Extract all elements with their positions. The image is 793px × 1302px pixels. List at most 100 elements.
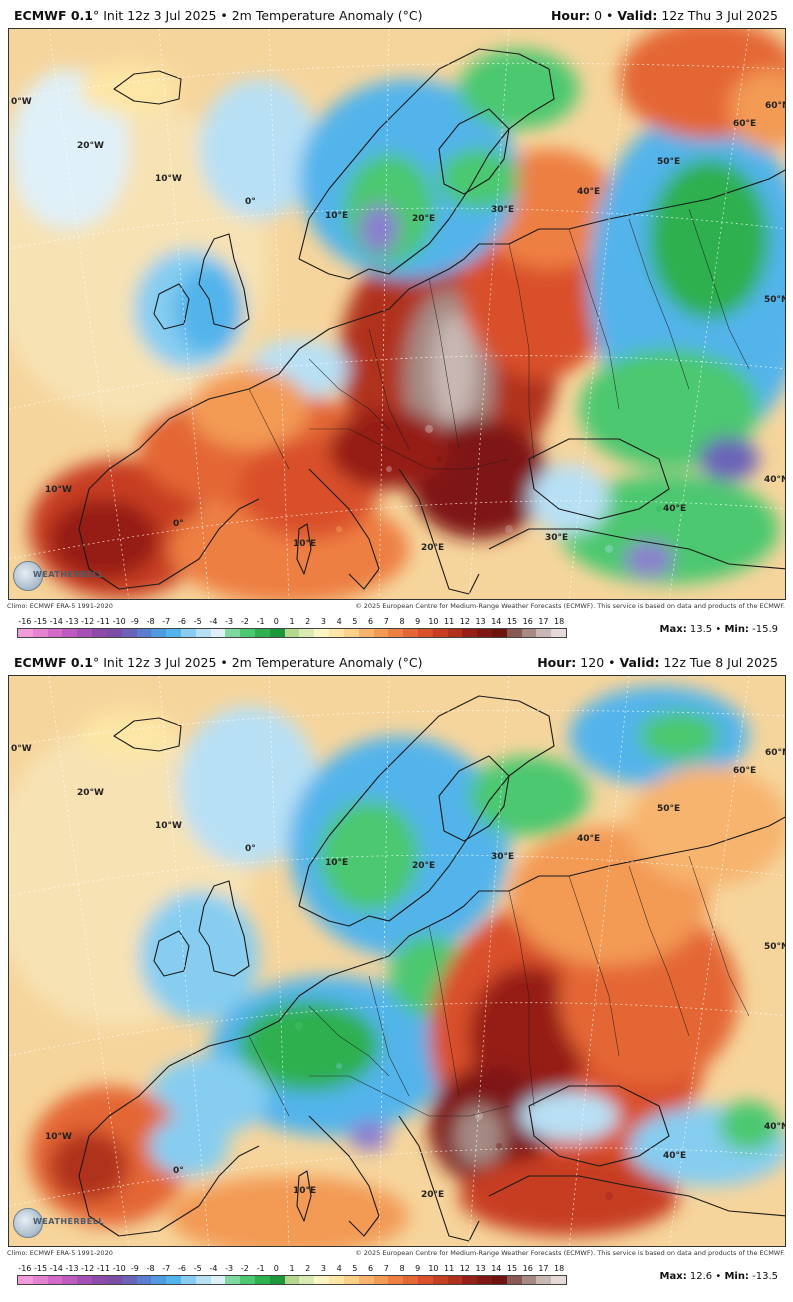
scale-swatch (506, 629, 522, 637)
logo-globe-icon (13, 1208, 43, 1238)
grid-label: 0° (173, 519, 184, 529)
scale-swatch (195, 1276, 211, 1284)
max-value: 12.6 (689, 1271, 713, 1282)
scale-swatch (492, 1276, 507, 1284)
scale-tick-label: -2 (240, 617, 249, 626)
valid-label: Valid: (619, 655, 660, 670)
scale-tick-label: -5 (193, 1264, 202, 1273)
scale-tick-label: -13 (65, 1264, 79, 1273)
anomaly-map: 0°W 20°W 10°W 0° 10°E 20°E 30°E 40°E 50°… (8, 675, 786, 1247)
scale-swatch (447, 1276, 463, 1284)
color-scale: -16 -15 -14 -13 -12 -11 -10 -9 -8 -7 -6 -5 -4 -3 -2 -1 0… (17, 1264, 567, 1288)
scale-swatch (121, 1276, 137, 1284)
scale-swatch (492, 629, 507, 637)
scale-tick-label: -14 (49, 617, 63, 626)
scale-tick-label: -3 (225, 1264, 234, 1273)
scale-swatch (343, 629, 359, 637)
color-scale: -16 -15 -14 -13 -12 -11 -10 -9 -8 -7 -6 -5 -4 -3 -2 -1 0… (17, 617, 567, 641)
title-details: ° Init 12z 3 Jul 2025 • 2m Temperature A… (92, 655, 423, 670)
grid-label: 50°N (764, 295, 785, 305)
scale-swatch (121, 629, 137, 637)
scale-tick-label: -4 (209, 617, 218, 626)
max-label: Max: (659, 1271, 687, 1282)
grid-label: 10°W (155, 821, 182, 831)
scale-swatch (329, 629, 344, 637)
coastlines-and-borders (9, 676, 785, 1246)
scale-swatch (388, 629, 404, 637)
scale-tick-label: 5 (352, 617, 358, 626)
scale-tick-label: -11 (96, 1264, 110, 1273)
scale-tick-label: 8 (399, 617, 405, 626)
max-label: Max: (659, 624, 687, 635)
scale-tick-label: 17 (538, 1264, 549, 1273)
scale-swatch (180, 629, 196, 637)
scale-tick-label: -8 (146, 1264, 155, 1273)
scale-swatch (536, 629, 552, 637)
scale-swatch (151, 629, 167, 637)
scale-swatch (62, 629, 78, 637)
grid-label: 20°E (412, 861, 436, 871)
grid-label: 40°E (577, 187, 601, 197)
min-value: -13.5 (752, 1271, 778, 1282)
grid-label: 0°W (11, 97, 32, 107)
grid-label: 20°E (421, 543, 445, 553)
scale-tick-label: 9 (415, 617, 421, 626)
anomaly-field (9, 676, 785, 1246)
scale-tick-label: 2 (305, 1264, 311, 1273)
scale-tick-label: 16 (522, 617, 533, 626)
min-value: -15.9 (752, 624, 778, 635)
grid-label: 30°E (545, 533, 569, 543)
scale-swatch (47, 629, 63, 637)
scale-swatch (373, 1276, 389, 1284)
scale-tick-label: -7 (162, 617, 171, 626)
scale-swatch (18, 629, 33, 637)
grid-label: 0° (173, 1166, 184, 1176)
scale-swatch (151, 1276, 167, 1284)
scale-swatch (432, 629, 448, 637)
scale-tick-label: 11 (444, 617, 455, 626)
scale-tick-label: 13 (475, 617, 486, 626)
scale-swatch (521, 629, 537, 637)
grid-label: 10°W (155, 174, 182, 184)
grid-label: 10°E (325, 858, 349, 868)
scale-swatch (536, 1276, 552, 1284)
grid-label: 40°N (764, 475, 785, 485)
scale-tick-label: -16 (18, 617, 32, 626)
scale-tick-label: -16 (18, 1264, 32, 1273)
scale-swatch (417, 629, 433, 637)
scale-swatch (388, 1276, 404, 1284)
grid-label: 60°E (733, 766, 757, 776)
scale-swatch (62, 1276, 78, 1284)
grid-label: 60°N (765, 748, 785, 758)
grid-label: 10°W (45, 485, 72, 495)
scale-swatch (210, 629, 226, 637)
logo-globe-icon (13, 561, 43, 591)
scale-tick-label: 4 (336, 617, 342, 626)
min-label: Min: (724, 1271, 749, 1282)
scale-swatch (225, 629, 241, 637)
scale-tick-label: -11 (96, 617, 110, 626)
valid-time: Hour: 0 • Valid: 12z Thu 3 Jul 2025 (551, 8, 778, 23)
grid-label: 30°E (491, 852, 515, 862)
grid-label: 20°W (77, 788, 104, 798)
valid-label: Valid: (617, 8, 658, 23)
map-panel-hour-0: ECMWF 0.1° Init 12z 3 Jul 2025 • 2m Temp… (7, 8, 786, 641)
scale-tick-label: 15 (506, 617, 518, 626)
credit-note: © 2025 European Centre for Medium-Range … (355, 602, 785, 610)
scale-swatch (18, 1276, 33, 1284)
scale-swatch (180, 1276, 196, 1284)
scale-swatch (403, 629, 418, 637)
grid-label: 40°N (764, 1122, 785, 1132)
weatherbell-logo: WEATHERBELL (13, 1208, 103, 1238)
scale-tick-label: -3 (225, 617, 234, 626)
scale-swatch (417, 1276, 433, 1284)
scale-tick-label: -1 (256, 617, 265, 626)
scale-swatch (551, 629, 567, 637)
scale-swatch (284, 629, 300, 637)
scale-swatch (255, 1276, 270, 1284)
scale-swatch (166, 1276, 181, 1284)
scale-tick-label: 3 (320, 617, 326, 626)
scale-swatch (462, 1276, 478, 1284)
scale-tick-label: 6 (368, 617, 374, 626)
scale-tick-label: -1 (256, 1264, 265, 1273)
